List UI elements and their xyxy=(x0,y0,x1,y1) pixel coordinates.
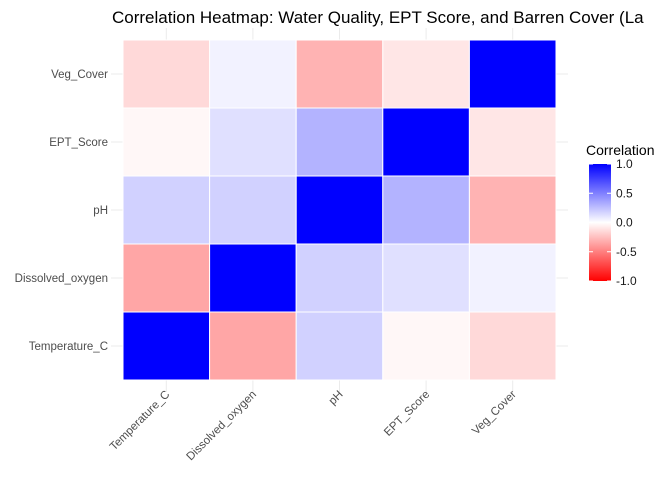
x-axis-tick-labels: Temperature_C Dissolved_oxygen pH EPT_Score… xyxy=(108,389,519,464)
legend-ticks: 1.0 0.5 0.0 -0.5 -1.0 xyxy=(589,157,637,288)
heatmap-cell-pH-Temperature_C xyxy=(122,175,211,245)
x-tick-label: Dissolved_oxygen xyxy=(185,389,259,463)
heatmap-cell-Veg_Cover-Veg_Cover xyxy=(468,39,557,109)
legend-title: Correlation xyxy=(586,142,654,158)
heatmap-cell-pH-Veg_Cover xyxy=(468,175,557,245)
heatmap-cell-EPT_Score-EPT_Score xyxy=(382,107,470,177)
heatmap-cell-Temperature_C-Veg_Cover xyxy=(468,311,557,381)
legend-colorbar xyxy=(589,164,611,281)
heatmap-cell-Veg_Cover-Dissolved_oxygen xyxy=(209,39,297,109)
color-legend: Correlation 1.0 0.5 0.0 -0.5 -1.0 xyxy=(586,142,654,288)
heatmap-cell-Temperature_C-Temperature_C xyxy=(122,311,211,381)
heatmap-cell-Dissolved_oxygen-pH xyxy=(295,243,384,313)
heatmap-cell-EPT_Score-pH xyxy=(295,107,384,177)
heatmap-cell-Veg_Cover-EPT_Score xyxy=(382,39,470,109)
heatmap-cell-pH-Dissolved_oxygen xyxy=(209,175,297,245)
heatmap-cell-Dissolved_oxygen-EPT_Score xyxy=(382,243,470,313)
y-tick-label: Dissolved_oxygen xyxy=(15,273,108,285)
heatmap-cell-pH-pH xyxy=(295,175,384,245)
heatmap-cell-Veg_Cover-Temperature_C xyxy=(122,39,211,109)
legend-tick-label: 1.0 xyxy=(616,157,633,171)
heatmap-cell-Temperature_C-Dissolved_oxygen xyxy=(209,311,297,381)
y-tick-label: Temperature_C xyxy=(29,341,108,353)
legend-tick-label: -1.0 xyxy=(616,274,637,288)
heatmap-cell-Dissolved_oxygen-Temperature_C xyxy=(122,243,211,313)
heatmap-cell-EPT_Score-Veg_Cover xyxy=(468,107,557,177)
x-tick-label: Temperature_C xyxy=(108,389,173,454)
heatmap-cell-Dissolved_oxygen-Dissolved_oxygen xyxy=(209,243,297,313)
chart-title: Correlation Heatmap: Water Quality, EPT … xyxy=(112,8,644,27)
legend-tick-label: -0.5 xyxy=(616,245,637,259)
heatmap-cell-Veg_Cover-pH xyxy=(295,39,384,109)
legend-tick-label: 0.5 xyxy=(616,186,633,200)
heatmap-cell-EPT_Score-Temperature_C xyxy=(122,107,211,177)
y-tick-label: pH xyxy=(93,205,108,217)
y-tick-label: EPT_Score xyxy=(49,137,108,149)
y-axis-tick-labels: Temperature_C Dissolved_oxygen pH EPT_Score… xyxy=(15,69,109,353)
heatmap-cell-pH-EPT_Score xyxy=(382,175,470,245)
heatmap-cell-Temperature_C-EPT_Score xyxy=(382,311,470,381)
heatmap-cell-Dissolved_oxygen-Veg_Cover xyxy=(468,243,557,313)
x-tick-label: pH xyxy=(327,389,346,408)
heatmap-cell-EPT_Score-Dissolved_oxygen xyxy=(209,107,297,177)
heatmap-cells xyxy=(122,39,557,381)
x-tick-label: Veg_Cover xyxy=(470,389,519,438)
heatmap-cell-Temperature_C-pH xyxy=(295,311,384,381)
legend-tick-label: 0.0 xyxy=(616,216,633,230)
x-tick-label: EPT_Score xyxy=(382,389,432,439)
y-tick-label: Veg_Cover xyxy=(51,69,108,81)
